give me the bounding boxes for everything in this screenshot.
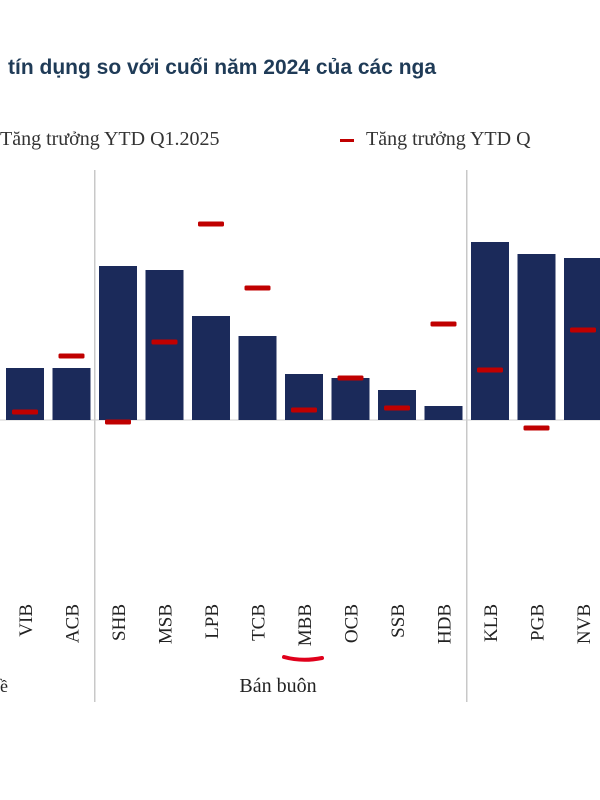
tick-label-ssb: SSB xyxy=(388,604,409,638)
bar-shb xyxy=(99,266,137,420)
marker-klb xyxy=(477,367,503,373)
legend-marker-series: Tăng trưởng YTD Q xyxy=(340,128,531,151)
group-separators xyxy=(94,170,468,702)
marker-shb xyxy=(105,419,131,425)
tick-label-klb: KLB xyxy=(481,604,502,642)
tick-label-pgb: PGB xyxy=(528,604,549,641)
tick-label-shb: SHB xyxy=(109,604,130,641)
bar-lpb xyxy=(192,316,230,420)
bar-msb xyxy=(145,270,184,420)
tick-label-mbb: MBB xyxy=(295,604,316,646)
marker-mbb xyxy=(291,407,317,413)
marker-lpb xyxy=(198,221,224,227)
marker-nvb xyxy=(570,327,596,333)
tick-label-vib: VIB xyxy=(16,604,37,637)
bar-ssb xyxy=(378,390,416,420)
bar-ocb xyxy=(331,378,370,420)
group-label-wholesale: Bán buôn xyxy=(239,675,316,697)
marker-msb xyxy=(151,339,178,345)
chart-title: tín dụng so với cuối năm 2024 của các ng… xyxy=(8,56,437,79)
legend-label-marker-series: Tăng trưởng YTD Q xyxy=(366,128,531,150)
marker-tcb xyxy=(244,285,271,291)
bar-klb xyxy=(471,242,509,420)
marker-pgb xyxy=(523,425,550,431)
highlight-underline xyxy=(282,655,324,662)
legend-label-bar-series: Tăng trưởng YTD Q1.2025 xyxy=(0,128,220,150)
bar-hdb xyxy=(424,406,463,420)
group-labels: ề Bán buôn xyxy=(0,675,317,697)
marker-series xyxy=(12,221,596,431)
marker-vib xyxy=(12,409,38,415)
tick-label-lpb: LPB xyxy=(202,604,223,639)
marker-acb xyxy=(58,353,85,359)
tick-label-ocb: OCB xyxy=(342,604,363,643)
tick-label-tcb: TCB xyxy=(249,604,270,641)
bar-acb xyxy=(52,368,91,420)
tick-label-msb: MSB xyxy=(156,604,177,644)
tick-label-hdb: HDB xyxy=(435,604,456,644)
legend-bar-series: Tăng trưởng YTD Q1.2025 xyxy=(0,128,220,151)
legend-marker-swatch xyxy=(340,138,354,142)
bar-mbb xyxy=(285,374,323,420)
marker-ssb xyxy=(384,405,410,411)
marker-hdb xyxy=(430,321,457,327)
tick-label-nvb: NVB xyxy=(574,604,595,644)
tick-label-acb: ACB xyxy=(63,604,84,643)
group-label-retail: ề xyxy=(0,676,8,696)
category-tick-labels: VIB ACB SHB MSB LPB TCB MBB OCB SSB HDB KLB PGB NVB xyxy=(16,604,595,646)
bar-pgb xyxy=(517,254,556,420)
bar-tcb xyxy=(238,336,277,420)
bar-nvb xyxy=(564,258,600,420)
marker-ocb xyxy=(337,375,364,381)
